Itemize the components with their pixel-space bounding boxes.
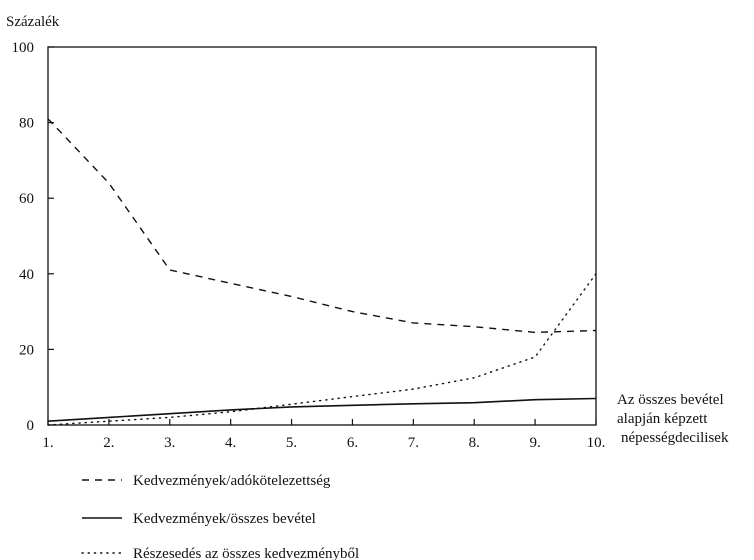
x-axis-label-line: Az összes bevétel: [617, 392, 724, 408]
x-tick-label: 5.: [286, 435, 297, 451]
y-tick-label: 40: [19, 267, 34, 283]
x-tick-label: 7.: [408, 435, 419, 451]
y-axis-label: Százalék: [6, 14, 60, 30]
x-tick-label: 8.: [469, 435, 480, 451]
y-tick-label: 100: [12, 40, 35, 56]
x-tick-label: 9.: [529, 435, 540, 451]
legend-label-2: Kedvezmények/összes bevétel: [133, 511, 316, 527]
y-tick-label: 60: [19, 191, 34, 207]
x-tick-label: 2.: [103, 435, 114, 451]
x-axis-label-line: népességdecilisek: [621, 430, 729, 446]
legend-label-3: Részesedés az összes kedvezményből: [133, 546, 359, 560]
series-layer: [47, 118, 597, 426]
series-line-2: [47, 397, 597, 422]
x-tick-label: 4.: [225, 435, 236, 451]
x-axis-label-line: alapján képzett: [617, 411, 708, 427]
series-line-3: [47, 273, 597, 426]
legend: Kedvezmények/adókötelezettség Kedvezménye…: [81, 473, 359, 560]
y-tick-label: 20: [19, 342, 34, 358]
y-tick-label: 0: [27, 418, 35, 434]
x-tick-label: 10.: [587, 435, 606, 451]
legend-label-1: Kedvezmények/adókötelezettség: [133, 473, 331, 489]
plot-area-frame: [47, 46, 597, 426]
y-axis: 0 20 40 60 80 100: [12, 40, 54, 434]
x-tick-label: 1.: [42, 435, 53, 451]
y-tick-label: 80: [19, 116, 34, 132]
x-tick-label: 6.: [347, 435, 358, 451]
x-axis: 1. 2. 3. 4. 5. 6. 7. 8. 9. 10.: [42, 419, 605, 451]
x-tick-label: 3.: [164, 435, 175, 451]
series-line-1: [47, 118, 597, 334]
x-axis-label: Az összes bevétel alapján képzett népesség…: [617, 392, 729, 446]
